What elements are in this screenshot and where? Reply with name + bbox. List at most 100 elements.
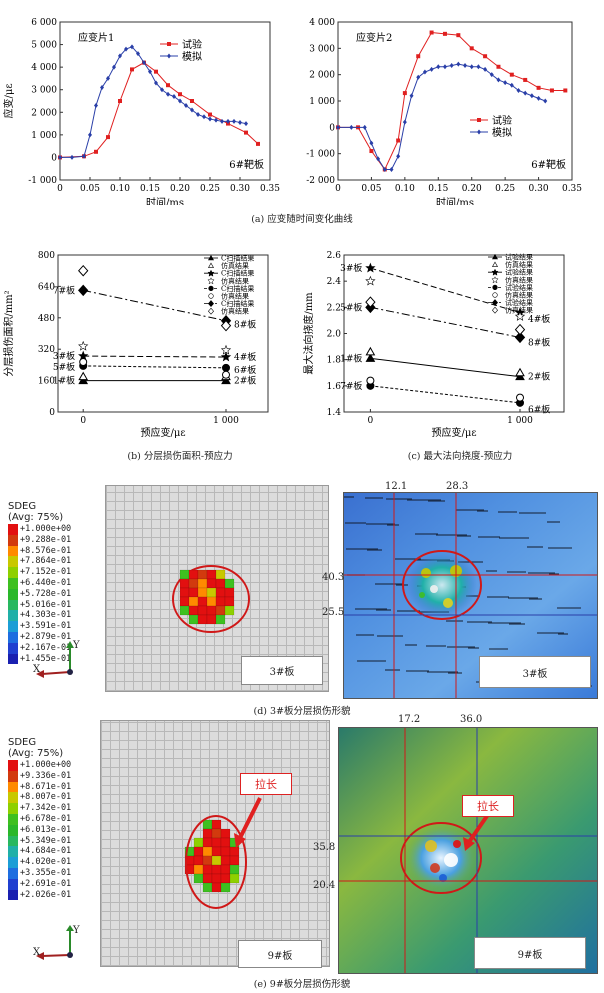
data-point <box>376 156 381 162</box>
plot-frame <box>337 21 573 181</box>
data-point <box>396 153 401 159</box>
coord-left-2-d: 25.5 <box>322 607 345 618</box>
data-point <box>166 91 170 97</box>
data-point <box>456 61 461 67</box>
x-tick-label: 0.20 <box>170 184 190 194</box>
legend-swatch <box>8 588 18 600</box>
cscan-image-e <box>338 727 598 974</box>
x-tick-label: 0 <box>368 416 374 426</box>
legend-row: +8.671e-01 <box>8 781 71 793</box>
data-point <box>78 371 89 381</box>
data-point <box>382 166 387 172</box>
caption-b: (b) 分层损伤面积-预应力 <box>127 451 233 462</box>
legend-marker <box>207 269 215 277</box>
damage-cell <box>197 605 208 616</box>
chart-title: 应变片1 <box>78 31 114 44</box>
data-point <box>336 124 340 130</box>
legend-label: 模拟 <box>182 50 202 63</box>
legend-label: 试验 <box>492 114 512 127</box>
data-point <box>483 54 488 59</box>
legend-label: 仿真结果 <box>505 291 533 300</box>
damage-cell <box>188 578 199 589</box>
damage-cell <box>188 596 199 607</box>
damage-cell <box>215 569 226 580</box>
damage-cell <box>179 569 190 580</box>
legend-marker <box>477 118 481 122</box>
data-point <box>58 154 62 160</box>
series-line <box>83 355 227 358</box>
damage-cell <box>193 864 204 875</box>
legend-value: +5.016e-01 <box>20 599 72 610</box>
legend-row: +8.007e-01 <box>8 792 71 804</box>
y-axis-label: 最大法向挠度/mm <box>302 292 315 375</box>
data-point <box>142 60 146 66</box>
data-point <box>106 75 110 81</box>
damage-cell <box>202 873 213 884</box>
legend-marker <box>477 129 481 135</box>
legend-row: +2.691e-01 <box>8 878 71 890</box>
damage-cell <box>179 578 190 589</box>
legend-swatch <box>8 846 18 858</box>
y-tick-label: 4 000 <box>31 63 57 73</box>
data-point <box>365 346 376 356</box>
y-tick-label: 320 <box>38 345 55 355</box>
data-point <box>82 153 86 159</box>
legend-label: 仿真结果 <box>221 292 249 301</box>
stretch-arrow <box>238 797 262 839</box>
data-point <box>130 44 134 50</box>
damage-cell <box>202 837 213 848</box>
y-tick-label: 1 000 <box>309 97 335 107</box>
data-point <box>136 51 140 57</box>
damage-cell <box>202 846 213 857</box>
legend-row: +9.336e-01 <box>8 770 71 782</box>
data-point <box>78 284 89 297</box>
chart-title: 应变片2 <box>356 31 392 44</box>
damage-cell <box>220 882 231 893</box>
legend-label: C扫描结果 <box>221 269 254 278</box>
axis-label-y-d: Y <box>73 640 80 651</box>
axis-triad-e <box>36 925 74 960</box>
data-point <box>365 353 376 362</box>
legend-value: +4.020e-01 <box>20 857 72 868</box>
legend-row: +5.016e-01 <box>8 599 72 611</box>
y-tick-label: 800 <box>38 251 55 261</box>
scan-plate-label-d: 3#板 <box>479 656 591 688</box>
y-tick-label: 3 000 <box>309 44 335 54</box>
legend-label: 试验 <box>182 38 202 51</box>
damage-spot <box>439 874 447 882</box>
damage-cell <box>206 587 217 598</box>
data-point <box>160 87 164 93</box>
x-axis-label: 预应变/με <box>140 426 185 439</box>
legend-marker <box>491 276 499 284</box>
data-point <box>409 93 414 99</box>
data-point <box>106 135 110 140</box>
damage-cell <box>188 587 199 598</box>
damage-spot <box>425 840 437 852</box>
data-point <box>496 77 501 83</box>
x-tick-label: 0.05 <box>361 184 381 194</box>
point-label: 3#板 <box>53 350 75 362</box>
legend-marker <box>207 262 215 268</box>
data-point <box>118 99 122 103</box>
y-tick-label: 0 <box>329 123 335 133</box>
legend-label: 试验结果 <box>505 283 533 292</box>
damage-cell <box>202 819 213 830</box>
legend-label: 仿真结果 <box>221 276 249 285</box>
data-point <box>416 54 421 59</box>
y-tick-label: 1.8 <box>327 356 342 366</box>
legend-row: +3.591e-01 <box>8 621 71 632</box>
legend-row: +8.576e-01 <box>8 545 71 557</box>
data-point <box>166 83 170 88</box>
data-point <box>220 344 232 355</box>
damage-cell <box>229 864 240 875</box>
legend-row: +2.167e-01 <box>8 642 71 654</box>
legend-marker <box>207 254 215 261</box>
legend-swatch <box>8 631 18 643</box>
coord-left-1-e: 35.8 <box>313 842 336 853</box>
legend-row: +6.440e-01 <box>8 577 71 589</box>
data-point <box>112 64 116 70</box>
y-tick-label: 0 <box>49 408 55 418</box>
legend-label: C扫描结果 <box>221 284 254 293</box>
data-point <box>349 124 354 130</box>
legend-swatch <box>8 770 18 782</box>
